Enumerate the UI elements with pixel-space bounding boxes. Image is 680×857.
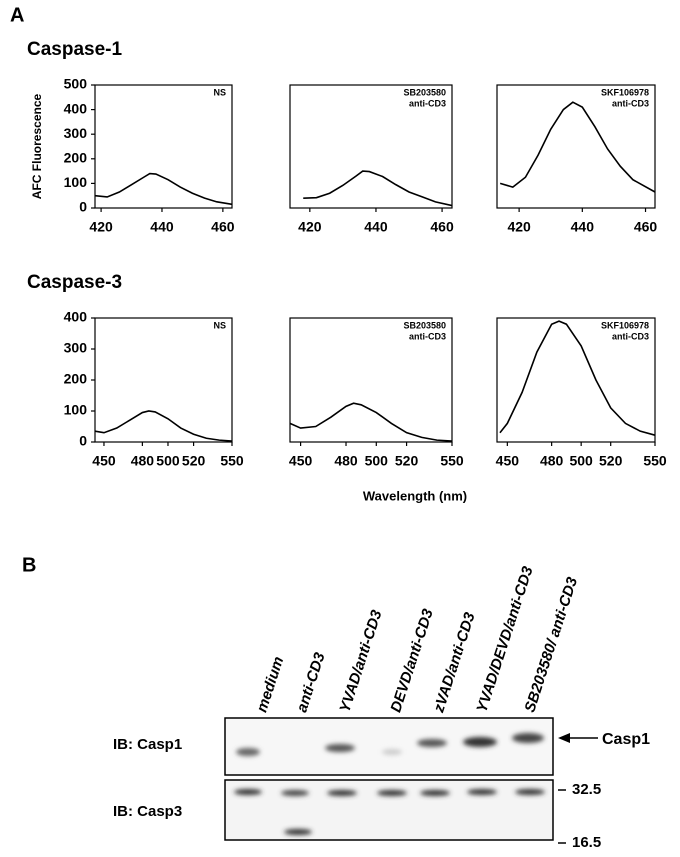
y-tick-label: 100 bbox=[64, 174, 88, 190]
y-tick-label: 0 bbox=[79, 433, 87, 449]
x-tick-label: 440 bbox=[364, 219, 388, 235]
lane-label: SB203580/ anti-CD3 bbox=[521, 575, 581, 715]
y-tick-label: 0 bbox=[79, 199, 87, 215]
blot-frame bbox=[224, 717, 554, 776]
x-tick-label: 450 bbox=[92, 453, 116, 469]
x-tick-label: 460 bbox=[211, 219, 235, 235]
x-tick-label: 460 bbox=[634, 219, 658, 235]
x-tick-label: 420 bbox=[298, 219, 322, 235]
x-tick-label: 520 bbox=[395, 453, 419, 469]
band bbox=[281, 790, 309, 796]
y-axis-label: AFC Fluorescence bbox=[30, 93, 44, 199]
y-tick-label: 200 bbox=[64, 371, 88, 387]
lane-label: YVAD/anti-CD3 bbox=[336, 607, 385, 714]
panel-annotation: anti-CD3 bbox=[409, 331, 446, 341]
size-marker: 16.5 bbox=[572, 834, 601, 851]
x-tick-label: 550 bbox=[220, 453, 244, 469]
band bbox=[512, 733, 544, 743]
plot-frame bbox=[289, 317, 453, 443]
plot-frame bbox=[94, 317, 233, 443]
x-tick-label: 440 bbox=[571, 219, 595, 235]
blot-frame bbox=[224, 779, 554, 841]
plot-frame bbox=[496, 317, 656, 443]
x-tick-label: 480 bbox=[334, 453, 358, 469]
y-tick-label: 100 bbox=[64, 402, 88, 418]
x-tick-label: 440 bbox=[150, 219, 174, 235]
plot-frame bbox=[496, 84, 656, 209]
panel-annotation: SB203580 bbox=[403, 87, 446, 97]
lane-label: medium bbox=[253, 655, 287, 715]
band bbox=[382, 749, 402, 755]
band bbox=[417, 739, 447, 747]
panel-annotation: anti-CD3 bbox=[612, 331, 649, 341]
lane-label: DEVD/anti-CD3 bbox=[387, 606, 437, 714]
x-tick-label: 450 bbox=[496, 453, 520, 469]
curve bbox=[499, 320, 656, 436]
blot-row-label: IB: Casp3 bbox=[113, 803, 182, 820]
band bbox=[515, 789, 545, 795]
band bbox=[377, 790, 407, 796]
x-tick-label: 420 bbox=[507, 219, 531, 235]
band bbox=[325, 744, 355, 752]
lane-label: anti-CD3 bbox=[293, 650, 328, 715]
row-title: Caspase-3 bbox=[27, 272, 122, 293]
y-tick-label: 400 bbox=[64, 100, 88, 116]
plot-frame bbox=[289, 84, 453, 209]
x-tick-label: 480 bbox=[131, 453, 155, 469]
curve bbox=[303, 170, 453, 207]
x-tick-label: 420 bbox=[89, 219, 113, 235]
panel-annotation: SKF106978 bbox=[601, 320, 649, 330]
y-tick-label: 200 bbox=[64, 150, 88, 166]
x-axis-label: Wavelength (nm) bbox=[363, 488, 467, 503]
row-title: Caspase-1 bbox=[27, 39, 122, 60]
y-tick-label: 500 bbox=[64, 76, 88, 92]
band bbox=[327, 790, 357, 796]
band bbox=[236, 748, 260, 756]
y-tick-label: 300 bbox=[64, 125, 88, 141]
panel-annotation: NS bbox=[213, 320, 226, 330]
plot-frame bbox=[94, 84, 233, 209]
curve bbox=[94, 172, 233, 206]
panel-annotation: SB203580 bbox=[403, 320, 446, 330]
x-tick-label: 550 bbox=[643, 453, 667, 469]
x-tick-label: 520 bbox=[182, 453, 206, 469]
band bbox=[463, 737, 497, 747]
size-marker: 32.5 bbox=[572, 781, 601, 798]
panel-label: A bbox=[10, 4, 24, 26]
lane-label: zVAD/anti-CD3 bbox=[430, 610, 479, 716]
panel-annotation: anti-CD3 bbox=[409, 98, 446, 108]
panel-annotation: anti-CD3 bbox=[612, 98, 649, 108]
blot-row-label: IB: Casp1 bbox=[113, 736, 182, 753]
arrow-head bbox=[558, 733, 570, 743]
curve bbox=[289, 402, 453, 442]
band bbox=[234, 789, 262, 795]
blot-bands bbox=[234, 733, 545, 835]
x-tick-label: 500 bbox=[569, 453, 593, 469]
band bbox=[467, 789, 497, 795]
panel-annotation: NS bbox=[213, 87, 226, 97]
y-tick-label: 400 bbox=[64, 309, 88, 325]
x-tick-label: 550 bbox=[440, 453, 464, 469]
x-tick-label: 500 bbox=[365, 453, 389, 469]
x-tick-label: 500 bbox=[156, 453, 180, 469]
band bbox=[420, 790, 450, 796]
x-tick-label: 460 bbox=[430, 219, 454, 235]
y-tick-label: 300 bbox=[64, 340, 88, 356]
x-tick-label: 480 bbox=[540, 453, 564, 469]
x-tick-label: 520 bbox=[599, 453, 623, 469]
panel-annotation: SKF106978 bbox=[601, 87, 649, 97]
band-marker: Casp1 bbox=[602, 731, 650, 748]
curve bbox=[499, 101, 656, 193]
band bbox=[284, 829, 312, 835]
x-tick-label: 450 bbox=[289, 453, 313, 469]
curve bbox=[94, 410, 233, 442]
panel-label: B bbox=[22, 554, 36, 576]
